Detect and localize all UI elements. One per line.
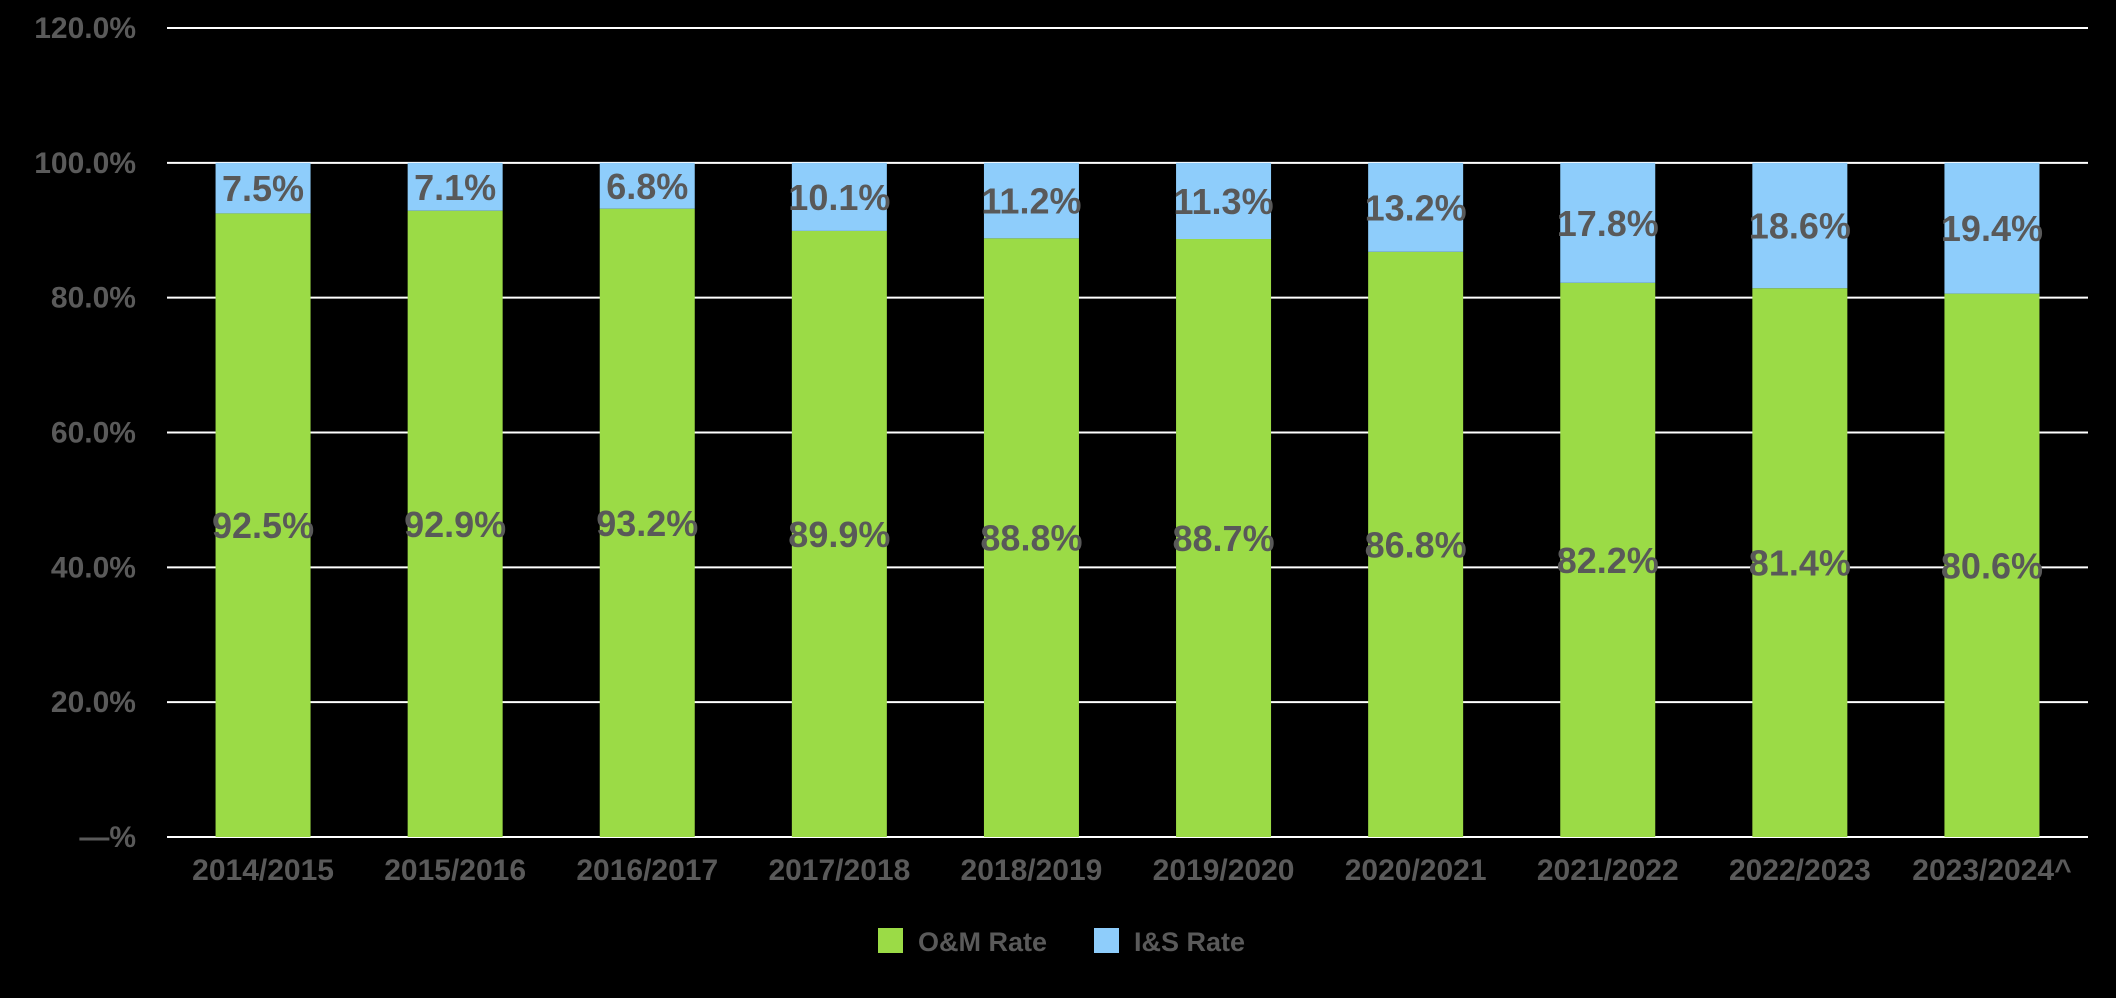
x-category-label: 2016/2017	[576, 854, 718, 887]
bar-is-rate	[407, 162, 503, 211]
data-label-om-rate: 89.9%	[788, 514, 890, 555]
x-category-label: 2017/2018	[768, 854, 910, 887]
data-label-is-rate: 10.1%	[788, 177, 890, 218]
bar-om-rate	[1944, 293, 2040, 837]
data-label-om-rate: 92.5%	[212, 505, 314, 546]
data-label-om-rate: 81.4%	[1749, 543, 1851, 584]
bar-is-rate	[983, 162, 1079, 239]
bar-om-rate	[1368, 251, 1464, 837]
data-label-is-rate: 17.8%	[1557, 203, 1659, 244]
data-label-is-rate: 11.2%	[981, 181, 1081, 222]
y-tick-label: 80.0%	[51, 282, 136, 315]
legend-swatch	[1094, 928, 1119, 953]
x-category-label: 2023/2024^	[1912, 854, 2071, 887]
data-label-is-rate: 7.1%	[414, 167, 496, 208]
legend-swatch	[878, 928, 903, 953]
x-category-label: 2020/2021	[1345, 854, 1487, 887]
bar-is-rate	[1176, 162, 1272, 240]
legend-label: I&S Rate	[1134, 927, 1245, 957]
data-label-is-rate: 6.8%	[606, 166, 688, 207]
y-tick-label: 120.0%	[34, 12, 136, 45]
bar-is-rate	[791, 162, 887, 231]
y-tick-label: 20.0%	[51, 686, 136, 719]
bar-is-rate	[599, 162, 695, 209]
bar-is-rate	[1368, 162, 1464, 252]
bar-om-rate	[1752, 288, 1848, 837]
data-labels: 92.5% 7.5% 92.9% 7.1% 93.2% 6.8% 89.9% 10.1% 88.…	[212, 166, 2043, 587]
bar-om-rate	[791, 230, 887, 837]
bar-om-rate	[407, 210, 503, 838]
data-label-om-rate: 80.6%	[1941, 545, 2043, 586]
bar-is-rate	[1560, 162, 1656, 283]
bar-om-rate	[1560, 282, 1656, 838]
bar-om-rate	[215, 213, 311, 838]
x-category-label: 2019/2020	[1153, 854, 1295, 887]
bar-is-rate	[1752, 162, 1848, 289]
data-label-is-rate: 7.5%	[222, 168, 304, 209]
bar-om-rate	[1176, 239, 1272, 837]
y-tick-label: 60.0%	[51, 417, 136, 450]
bar-om-rate	[599, 208, 695, 838]
data-label-om-rate: 88.8%	[980, 518, 1082, 559]
bars	[215, 162, 2040, 838]
data-label-om-rate: 86.8%	[1365, 524, 1467, 565]
data-label-is-rate: 19.4%	[1941, 208, 2043, 249]
data-label-om-rate: 93.2%	[596, 503, 698, 544]
y-tick-label: 100.0%	[34, 147, 136, 180]
bar-om-rate	[983, 238, 1079, 838]
x-category-label: 2015/2016	[384, 854, 526, 887]
x-axis-category-labels: 2014/2015 2015/2016 2016/2017 2017/2018 2018…	[192, 854, 2071, 887]
y-axis-tick-labels: —% 20.0% 40.0% 60.0% 80.0% 100.0% 120.0%	[34, 12, 136, 854]
bar-is-rate	[1944, 162, 2040, 294]
x-category-label: 2022/2023	[1729, 854, 1871, 887]
data-label-om-rate: 88.7%	[1173, 518, 1275, 559]
y-tick-label: 40.0%	[51, 551, 136, 584]
y-tick-label: —%	[79, 821, 136, 854]
data-label-om-rate: 92.9%	[404, 504, 506, 545]
bar-is-rate	[215, 162, 311, 214]
x-category-label: 2014/2015	[192, 854, 334, 887]
legend-label: O&M Rate	[918, 927, 1047, 957]
data-label-is-rate: 13.2%	[1365, 187, 1467, 228]
data-label-om-rate: 82.2%	[1557, 540, 1659, 581]
data-label-is-rate: 18.6%	[1749, 206, 1851, 247]
x-category-label: 2021/2022	[1537, 854, 1679, 887]
x-category-label: 2018/2019	[961, 854, 1103, 887]
legend: O&M Rate I&S Rate	[878, 927, 1245, 957]
data-label-is-rate: 11.3%	[1174, 181, 1274, 222]
